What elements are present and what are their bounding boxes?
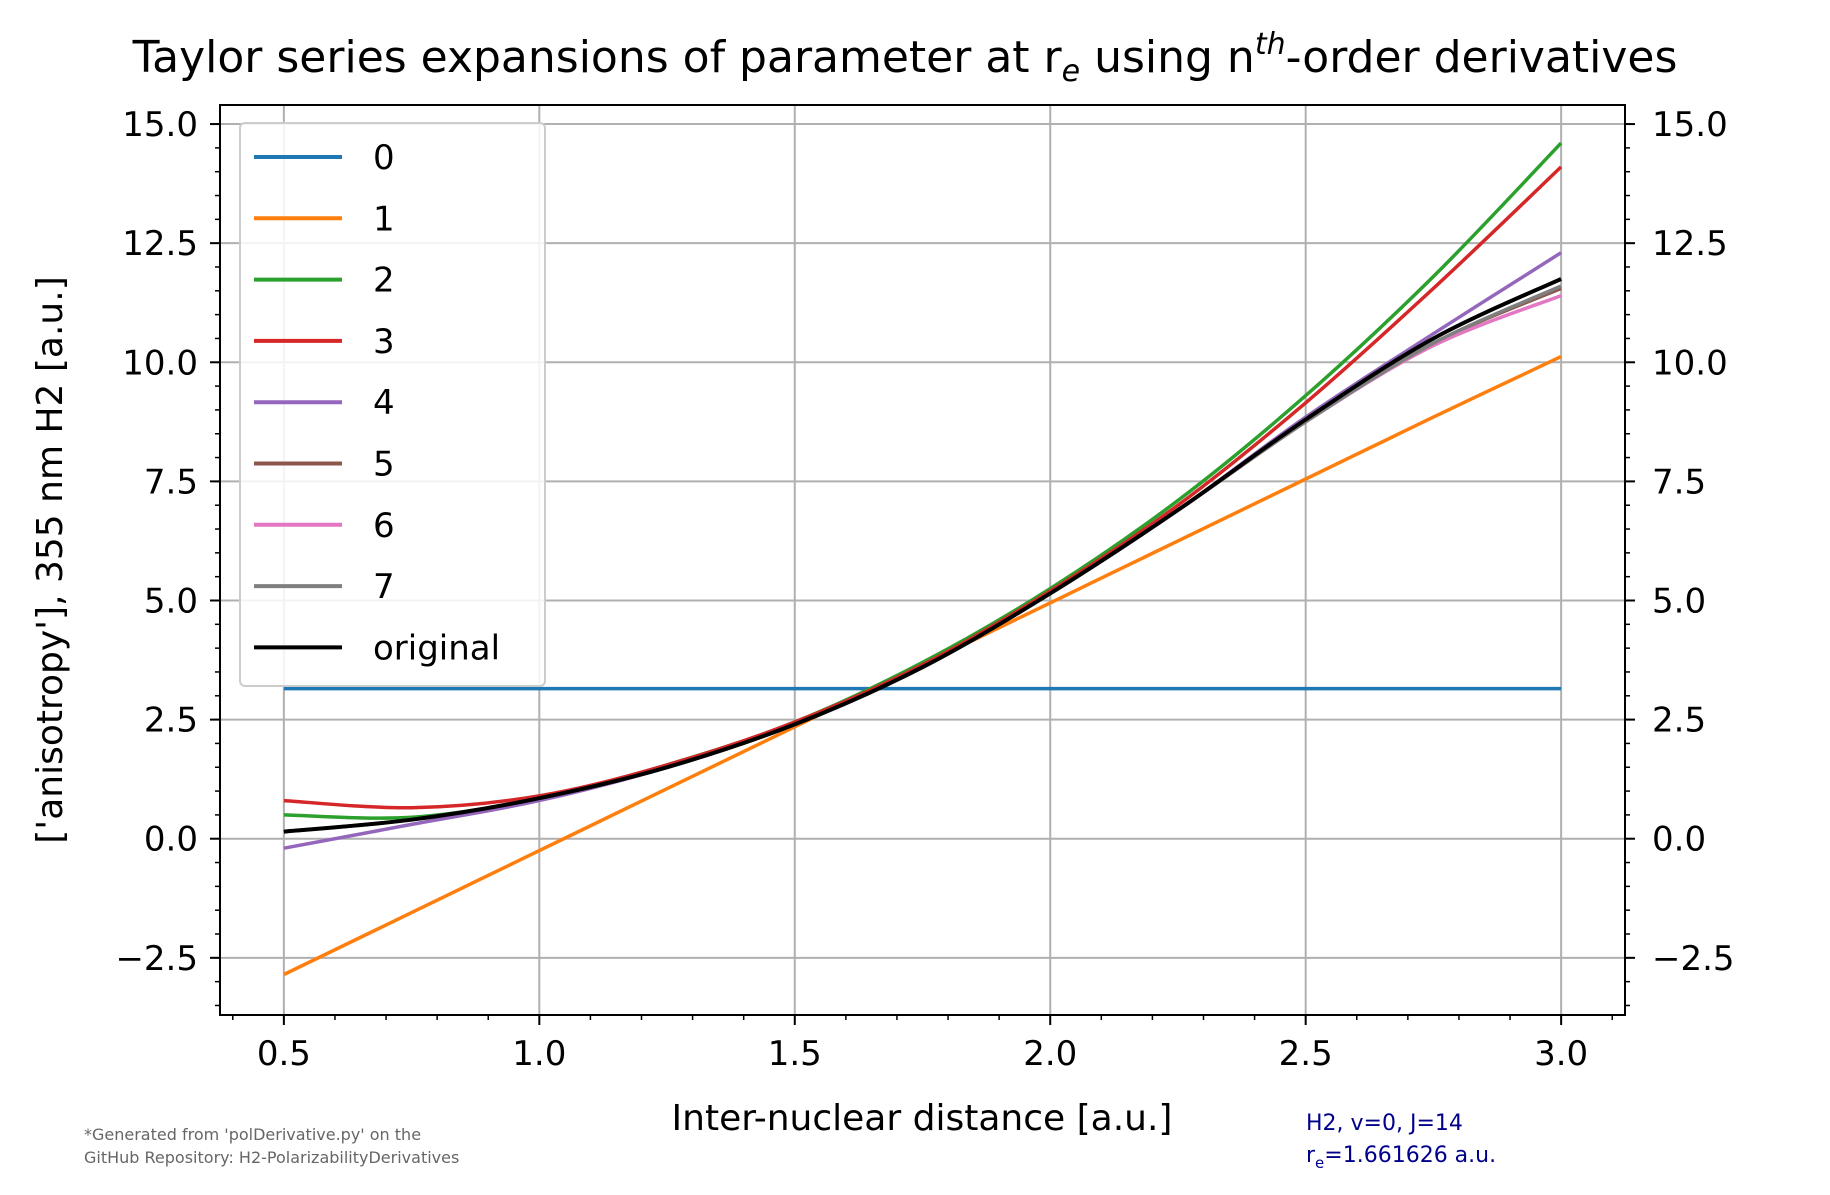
y-axis-label: ['anisotropy'], 355 nm H2 [a.u.] xyxy=(30,276,71,844)
y-tick-label-left: 5.0 xyxy=(144,581,198,621)
x-tick-label: 1.5 xyxy=(768,1034,822,1074)
legend-label-0: 0 xyxy=(373,138,395,178)
series-lines xyxy=(283,141,1563,977)
y-tick-label-left: 2.5 xyxy=(144,701,198,741)
legend: 0 1 2 3 4 5 6 7 original xyxy=(239,122,546,687)
y-tick-label-right: 0.0 xyxy=(1652,820,1706,860)
x-tick-label: 3.0 xyxy=(1534,1034,1588,1074)
legend-box xyxy=(239,122,546,687)
x-tick-label: 1.0 xyxy=(512,1034,566,1074)
y-tick-label-left: −2.5 xyxy=(115,939,198,979)
legend-label-5: 5 xyxy=(373,445,395,485)
info-line-2: re=1.661626 a.u. xyxy=(1306,1143,1496,1172)
x-tick-label: 2.0 xyxy=(1023,1034,1077,1074)
x-tick-label: 2.5 xyxy=(1279,1034,1333,1074)
y-tick-label-right: 7.5 xyxy=(1652,462,1706,502)
y-tick-label-right: 5.0 xyxy=(1652,581,1706,621)
axis-ticks: 0.5 1.0 1.5 2.0 2.5 3.0 −2.5 −2.5 0.0 0.0 2.5 2.5 5.… xyxy=(115,105,1734,1074)
y-tick-label-left: 0.0 xyxy=(144,820,198,860)
y-tick-label-left: 7.5 xyxy=(144,462,198,502)
legend-label-6: 6 xyxy=(373,506,395,546)
legend-label-1: 1 xyxy=(373,199,395,239)
y-tick-label-right: −2.5 xyxy=(1652,939,1735,979)
info-line-1: H2, v=0, J=14 xyxy=(1306,1111,1463,1136)
legend-label-4: 4 xyxy=(373,383,395,423)
x-axis-label: Inter-nuclear distance [a.u.] xyxy=(672,1098,1173,1139)
plot-frame xyxy=(219,104,1626,1016)
y-tick-label-right: 12.5 xyxy=(1652,224,1728,264)
series-line-3 xyxy=(283,165,1563,810)
series-line-original xyxy=(283,277,1562,834)
y-tick-label-left: 10.0 xyxy=(122,343,198,383)
legend-label-original: original xyxy=(373,628,500,668)
footnote-line-1: *Generated from 'polDerivative.py' on th… xyxy=(84,1125,421,1144)
y-tick-label-right: 10.0 xyxy=(1652,343,1728,383)
chart-title: Taylor series expansions of parameter at… xyxy=(132,27,1678,89)
y-tick-label-left: 12.5 xyxy=(122,224,198,264)
legend-label-3: 3 xyxy=(373,322,395,362)
y-tick-label-right: 15.0 xyxy=(1652,105,1728,145)
legend-label-7: 7 xyxy=(373,567,395,607)
y-tick-label-left: 15.0 xyxy=(122,105,198,145)
y-tick-label-right: 2.5 xyxy=(1652,701,1706,741)
x-tick-label: 0.5 xyxy=(257,1034,311,1074)
legend-label-2: 2 xyxy=(373,261,395,301)
footnote-line-2: GitHub Repository: H2-PolarizabilityDeri… xyxy=(84,1148,459,1167)
